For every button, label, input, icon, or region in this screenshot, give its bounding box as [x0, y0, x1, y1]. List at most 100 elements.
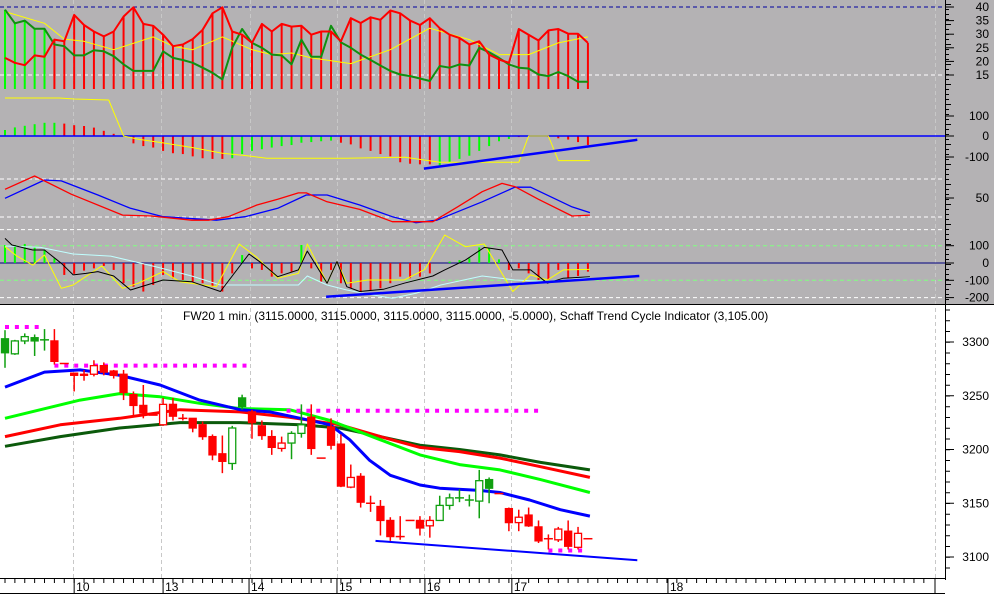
y-axis-label: 100 [969, 109, 989, 123]
candle-body [228, 427, 237, 465]
candle [208, 434, 217, 461]
candle-body [425, 519, 434, 527]
candle [554, 526, 563, 542]
candle [129, 391, 138, 416]
y-axis-label: 35 [976, 14, 990, 28]
candle-body [484, 478, 494, 489]
y-axis-label: 3250 [962, 389, 989, 403]
trendline [375, 539, 638, 562]
indicator-panel-3[interactable] [0, 175, 945, 231]
candle [188, 417, 197, 433]
indicator-panel-2[interactable] [0, 97, 945, 170]
x-axis-label: 16 [427, 580, 441, 594]
candle [336, 434, 346, 488]
candle-body [237, 397, 247, 408]
trendline [423, 138, 638, 170]
candle [356, 473, 365, 508]
candle [40, 329, 50, 351]
candle [79, 369, 89, 381]
candle [247, 409, 257, 439]
candle-body [257, 425, 267, 437]
x-axis-label: 14 [251, 580, 265, 594]
candle-body [336, 443, 346, 487]
candle [20, 333, 29, 345]
candle-body [30, 337, 39, 342]
candle-body [20, 335, 29, 342]
y-axis-label: 50 [976, 191, 990, 205]
moving-average-line [4, 421, 591, 472]
indicator-panel-4[interactable] [0, 234, 945, 299]
candle [228, 425, 237, 470]
x-axis-label: 13 [165, 580, 179, 594]
candle [415, 516, 425, 536]
candle-body [504, 507, 514, 524]
candle [50, 329, 59, 365]
candle [573, 526, 583, 550]
y-axis-label: 0 [982, 256, 989, 270]
candle-body [208, 435, 217, 456]
moving-average-line [4, 392, 591, 494]
y-axis-label: 40 [976, 0, 990, 14]
indicator-area-background [0, 0, 994, 304]
candle [139, 385, 148, 419]
candle-body [573, 532, 583, 548]
candle-body [198, 424, 207, 438]
candle [178, 414, 188, 421]
y-axis-label: 100 [969, 239, 989, 253]
candle [435, 495, 444, 522]
candle [198, 421, 207, 440]
red-line [4, 6, 589, 67]
candle [277, 436, 286, 452]
blue-line [4, 179, 591, 224]
candle-body [534, 526, 543, 542]
candle [395, 516, 405, 540]
candle [218, 435, 227, 474]
x-axis-label: 10 [76, 580, 90, 594]
candle-body [79, 373, 89, 376]
candle-body [99, 364, 108, 373]
x-axis-label: 15 [339, 580, 353, 594]
candle-body [514, 516, 523, 524]
candle-body [119, 373, 128, 394]
x-axis-label: 17 [514, 580, 528, 594]
candle-body [326, 426, 336, 446]
candle [543, 534, 553, 550]
green-line [4, 9, 588, 83]
candle-body [415, 519, 425, 529]
candle [287, 431, 296, 460]
candle-body [277, 442, 286, 450]
candle-body [376, 505, 385, 522]
candle [257, 420, 267, 440]
candle-body [445, 497, 454, 507]
candle-body [10, 340, 20, 355]
candle [70, 372, 79, 392]
candle [366, 495, 376, 512]
price-panel[interactable] [0, 324, 638, 562]
candle [0, 330, 10, 368]
candle-body [50, 340, 59, 362]
y-axis-label: 30 [976, 27, 990, 41]
candle-body [139, 404, 148, 414]
candle [445, 493, 454, 510]
candle [307, 404, 316, 455]
candle [475, 469, 484, 519]
candle [326, 418, 336, 450]
y-axis-label: 3150 [962, 496, 989, 510]
x-axis[interactable]: 10 13 14 15 16 17 18 [0, 578, 945, 594]
candle [99, 362, 108, 376]
indicator-panel-1[interactable] [0, 6, 945, 89]
candle-body [0, 338, 10, 354]
y-axis-label: 3200 [962, 443, 989, 457]
candle-body [218, 453, 227, 462]
candle-body [70, 372, 79, 376]
candle [237, 394, 247, 410]
candle [109, 369, 118, 379]
candle [297, 404, 306, 438]
candle [484, 477, 494, 504]
cyan-line [4, 245, 590, 299]
candle-body [297, 424, 306, 435]
y-axis-label: -100 [965, 150, 989, 164]
candle [10, 339, 20, 355]
